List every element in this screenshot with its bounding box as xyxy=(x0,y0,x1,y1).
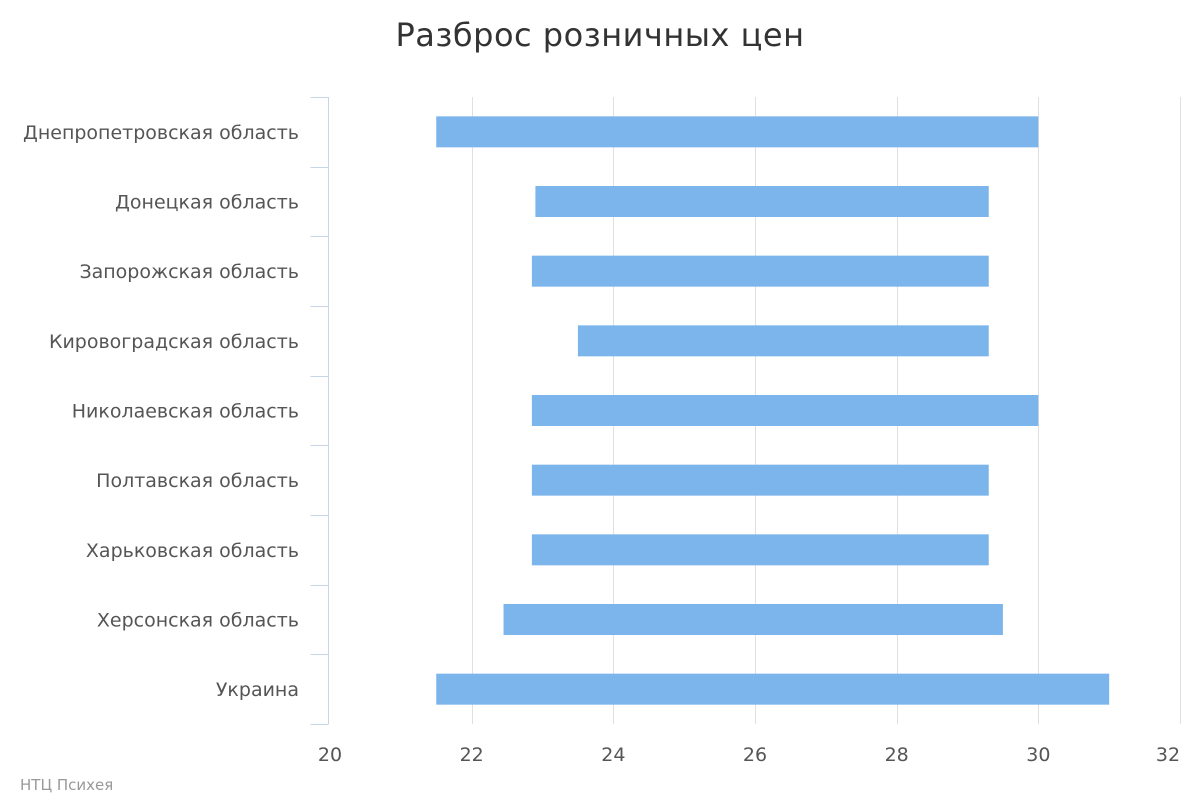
category-label-3: Кировоградская область xyxy=(49,331,299,353)
category-label-7: Херсонская область xyxy=(97,610,299,632)
category-labels: Днепропетровская область Донецкая область… xyxy=(23,122,299,701)
bars xyxy=(436,116,1110,705)
bar-1 xyxy=(535,186,989,217)
bar-2 xyxy=(531,255,989,287)
category-label-6: Харьковская область xyxy=(86,540,299,562)
bar-5 xyxy=(531,464,989,496)
bar-7 xyxy=(503,604,1003,635)
bar-4 xyxy=(531,395,1039,426)
x-tick-label-0: 20 xyxy=(318,744,342,766)
category-axis xyxy=(310,97,329,725)
bar-6 xyxy=(531,534,989,566)
bar-0 xyxy=(436,116,1039,148)
bar-8 xyxy=(436,673,1110,705)
x-tick-label-1: 22 xyxy=(460,744,484,766)
x-tick-label-5: 30 xyxy=(1026,744,1050,766)
x-tick-label-6: 32 xyxy=(1156,744,1180,766)
x-tick-label-4: 28 xyxy=(885,744,909,766)
x-tick-label-2: 24 xyxy=(601,744,625,766)
x-tick-label-3: 26 xyxy=(743,744,767,766)
category-label-5: Полтавская область xyxy=(96,470,299,492)
category-label-4: Николаевская область xyxy=(72,401,299,423)
credit-text: НТЦ Психея xyxy=(20,776,113,794)
chart-title: Разброс розничных цен xyxy=(395,16,804,54)
category-label-8: Украина xyxy=(216,679,299,701)
category-label-0: Днепропетровская область xyxy=(23,122,299,144)
bar-3 xyxy=(577,325,989,357)
category-label-1: Донецкая область xyxy=(115,192,299,214)
x-axis-tick-labels: 20 22 24 26 28 30 32 xyxy=(318,744,1180,766)
category-label-2: Запорожская область xyxy=(79,261,299,283)
